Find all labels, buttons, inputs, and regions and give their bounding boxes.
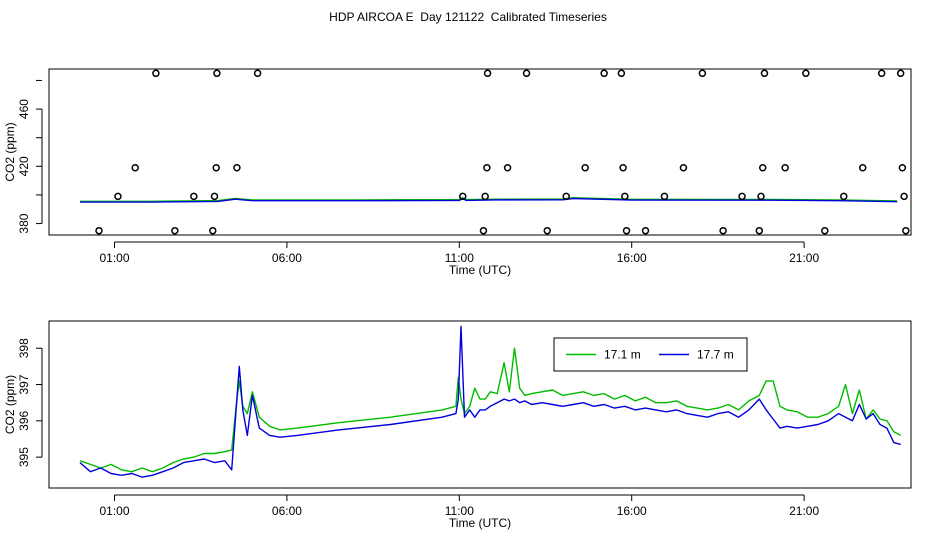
- x-tick-label: 11:00: [445, 251, 474, 265]
- data-point: [802, 69, 810, 78]
- series-line: [79, 325, 901, 478]
- data-point: [858, 163, 867, 172]
- series-line: [79, 347, 902, 473]
- data-point: [543, 226, 551, 235]
- data-point: [900, 192, 908, 201]
- data-point: [481, 192, 489, 201]
- data-point: [190, 192, 198, 201]
- data-point: [622, 226, 631, 235]
- data-point: [253, 69, 262, 78]
- data-point: [821, 226, 829, 235]
- data-point: [660, 192, 669, 201]
- data-point: [738, 192, 746, 201]
- data-point: [503, 163, 512, 172]
- data-point: [760, 69, 769, 78]
- plot-frame: [48, 68, 912, 236]
- data-point: [619, 163, 627, 172]
- x-tick-label: 21:00: [789, 251, 819, 265]
- y-axis-label: CO2 (ppm): [3, 122, 17, 181]
- data-point: [562, 192, 570, 201]
- data-point: [641, 226, 650, 235]
- x-tick-label: 21:00: [789, 504, 819, 518]
- bottom-panel: 01:00 06:00 11:00 16:00 21:00 Time (UTC) 395 39…: [3, 320, 912, 530]
- plot-frame: [48, 320, 912, 489]
- y-tick-label: 380: [17, 213, 31, 233]
- data-point: [621, 192, 629, 201]
- data-point: [840, 192, 848, 201]
- x-tick-label: 06:00: [272, 504, 302, 518]
- x-tick-label: 16:00: [617, 504, 647, 518]
- top-panel: 01:00 06:00 11:00 16:00 21:00 Time (UTC) 380 42…: [3, 68, 912, 277]
- y-axis-label: CO2 (ppm): [3, 375, 17, 434]
- legend-label: 17.1 m: [604, 348, 641, 362]
- data-point: [698, 69, 707, 78]
- x-tick-label: 16:00: [617, 251, 647, 265]
- data-point: [233, 163, 241, 172]
- data-point: [479, 226, 488, 235]
- data-point: [757, 192, 765, 201]
- data-point: [679, 163, 688, 172]
- data-point: [755, 226, 764, 235]
- x-tick-label: 06:00: [272, 251, 302, 265]
- y-tick-label: 395: [17, 447, 31, 467]
- data-point: [171, 226, 179, 235]
- data-point: [95, 226, 103, 235]
- data-point: [212, 163, 220, 172]
- data-point: [114, 192, 122, 201]
- data-point: [213, 69, 221, 78]
- data-point: [483, 163, 491, 172]
- y-tick-label: 460: [17, 99, 31, 119]
- data-point: [131, 163, 139, 172]
- data-point: [210, 192, 219, 201]
- data-point: [152, 69, 160, 78]
- legend-label: 17.7 m: [697, 348, 734, 362]
- data-point: [209, 226, 217, 235]
- y-tick-label: 420: [17, 156, 31, 176]
- data-point: [902, 226, 910, 235]
- data-point: [600, 69, 608, 78]
- data-point: [719, 226, 727, 235]
- data-point: [617, 69, 626, 78]
- chart-title: HDP AIRCOA E Day 121122 Calibrated Times…: [329, 10, 607, 24]
- x-axis-label: Time (UTC): [449, 516, 511, 530]
- data-point: [877, 69, 886, 78]
- data-point: [459, 192, 467, 201]
- x-tick-label: 01:00: [99, 251, 129, 265]
- data-point: [896, 69, 905, 78]
- y-tick-label: 398: [17, 338, 31, 358]
- data-point: [758, 163, 767, 172]
- x-axis-label: Time (UTC): [449, 263, 511, 277]
- y-tick-label: 396: [17, 411, 31, 431]
- x-tick-label: 01:00: [99, 504, 129, 518]
- data-point: [522, 69, 531, 78]
- data-point: [781, 163, 789, 172]
- data-point: [581, 163, 589, 172]
- data-point: [898, 163, 907, 172]
- data-point: [483, 69, 492, 78]
- x-tick-label: 11:00: [445, 504, 474, 518]
- y-tick-label: 397: [17, 374, 31, 394]
